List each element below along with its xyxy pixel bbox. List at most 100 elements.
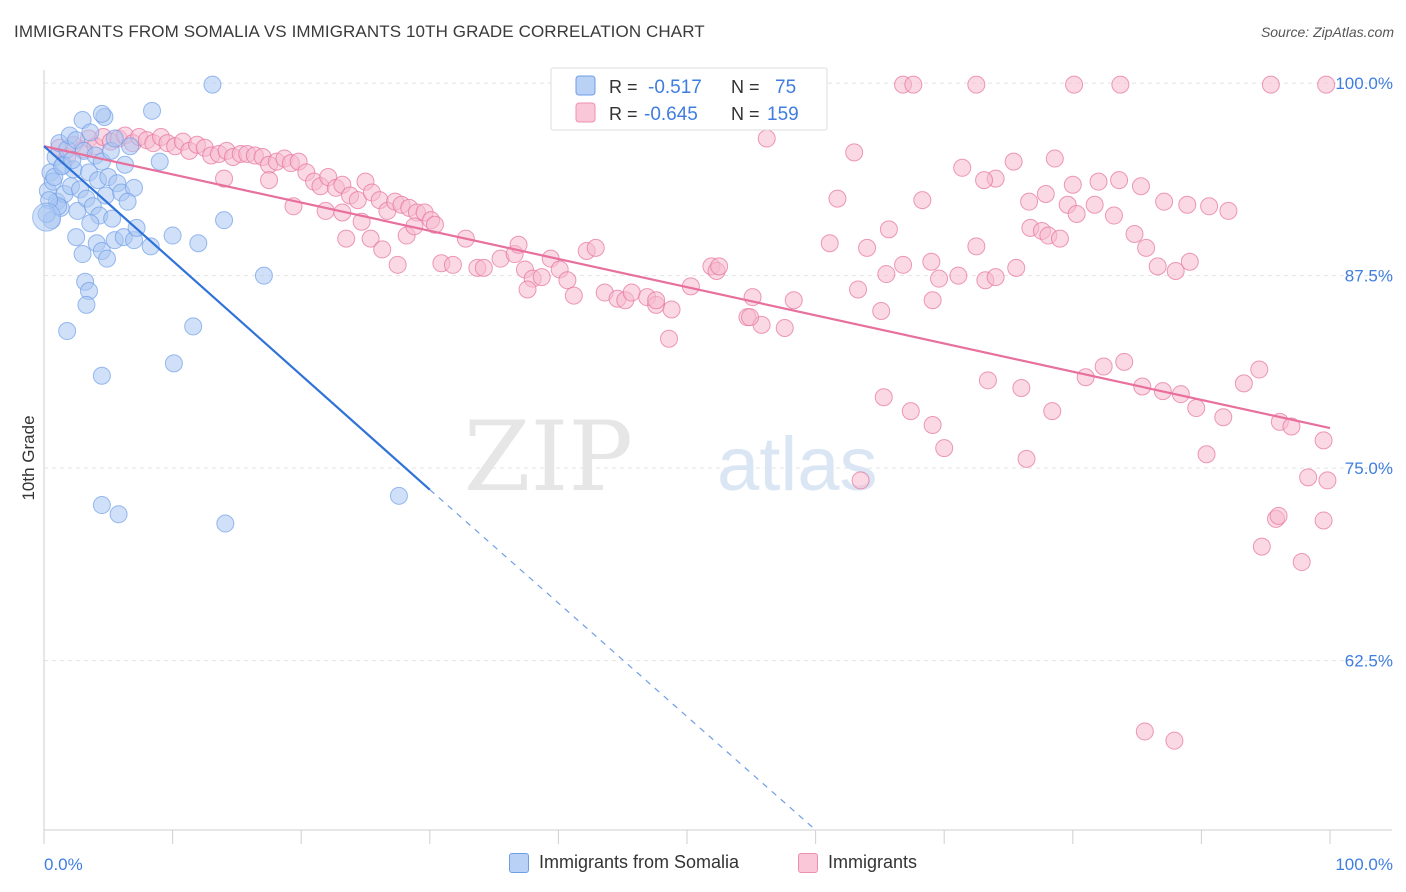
y-axis-label: 10th Grade [19, 415, 38, 500]
immigrants-point [1197, 445, 1216, 464]
immigrants-point [845, 143, 864, 162]
immigrants-point [1252, 537, 1271, 556]
immigrants-point [425, 215, 444, 234]
immigrants-point [820, 234, 839, 253]
immigrants-point [373, 240, 392, 259]
immigrants-point [1067, 205, 1086, 223]
immigrants-point [662, 300, 681, 319]
legend-swatch-somalia-bottom [509, 852, 529, 873]
immigrants-point [1036, 184, 1055, 203]
immigrants-point [1065, 75, 1084, 94]
immigrants-point [741, 308, 760, 327]
immigrants-point [923, 415, 942, 434]
immigrants-point [1314, 511, 1333, 530]
somalia-point [215, 211, 234, 230]
immigrants-point [1200, 197, 1219, 216]
immigrants-point [586, 238, 605, 257]
immigrants-point [659, 329, 678, 348]
y-tick-label: 100.0% [1335, 74, 1393, 93]
immigrants-point [1187, 399, 1206, 418]
immigrants-point [828, 189, 847, 208]
immigrants-point [1234, 374, 1253, 393]
somalia-point [203, 75, 222, 94]
legend-n-label-somalia: N = [731, 77, 760, 97]
immigrants-point [901, 402, 920, 421]
watermark-atlas: atlas [717, 422, 878, 507]
immigrants-point [532, 268, 551, 287]
immigrants-point [1299, 468, 1318, 487]
bottom-legend: Immigrants from Somalia Immigrants [0, 852, 1406, 878]
somalia-point [254, 266, 273, 285]
somalia-point [189, 234, 208, 253]
immigrants-point [1148, 257, 1167, 276]
immigrants-point [1111, 75, 1130, 94]
legend-n-label-immigrants: N = [731, 104, 760, 124]
trend-line-somalia [43, 145, 431, 491]
immigrants-point [647, 291, 666, 310]
trend-lines [43, 145, 1331, 831]
immigrants-point [922, 252, 941, 271]
immigrants-point [1063, 175, 1082, 194]
axes [43, 70, 1392, 844]
immigrants-point [1282, 417, 1301, 436]
x-tick-label: 100.0% [1335, 855, 1393, 874]
immigrants-point [1012, 379, 1031, 398]
y-tick-label: 87.5% [1345, 267, 1393, 286]
somalia-point [73, 245, 92, 264]
immigrants-point [1131, 177, 1150, 196]
immigrants-point [1125, 225, 1144, 244]
legend-item-immigrants[interactable]: Immigrants [798, 852, 917, 873]
immigrants-point [388, 255, 407, 274]
grid [44, 82, 1392, 662]
x-tick-label: 0.0% [44, 855, 83, 874]
immigrants-point [1155, 192, 1174, 211]
immigrants-point [874, 388, 893, 407]
immigrants-point [975, 171, 994, 190]
immigrants-point [1104, 206, 1123, 225]
trend-line-immigrants [43, 145, 1331, 430]
immigrants-point [1110, 171, 1129, 190]
immigrants-point [1135, 722, 1154, 741]
immigrants-point [564, 286, 583, 305]
immigrants-point [1261, 75, 1280, 94]
legend-swatch-immigrants [575, 102, 596, 123]
legend-label-somalia: Immigrants from Somalia [539, 852, 740, 872]
immigrants-point [1292, 553, 1311, 572]
y-tick-label: 75.0% [1345, 459, 1393, 478]
immigrants-point [1178, 195, 1197, 214]
y-tick-label: 62.5% [1345, 652, 1393, 671]
immigrants-point [1137, 238, 1156, 257]
immigrants-point [337, 229, 356, 248]
somalia-point [67, 228, 86, 247]
immigrants-point [986, 268, 1005, 287]
immigrants-point [1089, 172, 1108, 191]
legend-label-immigrants: Immigrants [828, 852, 918, 872]
legend-r-label-immigrants: R = [609, 104, 638, 124]
series-somalia-points [32, 75, 408, 533]
immigrants-point [1094, 357, 1113, 376]
immigrants-point [474, 258, 493, 277]
immigrants-point [1165, 731, 1184, 750]
immigrants-point [949, 266, 968, 285]
immigrants-point [1214, 408, 1233, 427]
somalia-point [118, 192, 137, 211]
immigrants-point [1318, 471, 1337, 490]
watermark: ZIP atlas [464, 401, 878, 513]
immigrants-point [1007, 258, 1026, 277]
immigrants-point [1314, 431, 1333, 450]
somalia-point [105, 129, 124, 148]
immigrants-point [1219, 201, 1238, 220]
somalia-point [216, 514, 235, 533]
immigrants-point [1004, 152, 1023, 171]
immigrants-point [361, 229, 380, 248]
immigrants-point [1050, 229, 1069, 248]
series-immigrants-points [50, 75, 1337, 750]
immigrants-point [858, 238, 877, 257]
somalia-point [109, 505, 128, 524]
legend-item-somalia[interactable]: Immigrants from Somalia [509, 852, 739, 873]
immigrants-point [316, 201, 335, 220]
immigrants-point [849, 280, 868, 299]
immigrants-point [1317, 75, 1336, 94]
immigrants-point [923, 291, 942, 310]
